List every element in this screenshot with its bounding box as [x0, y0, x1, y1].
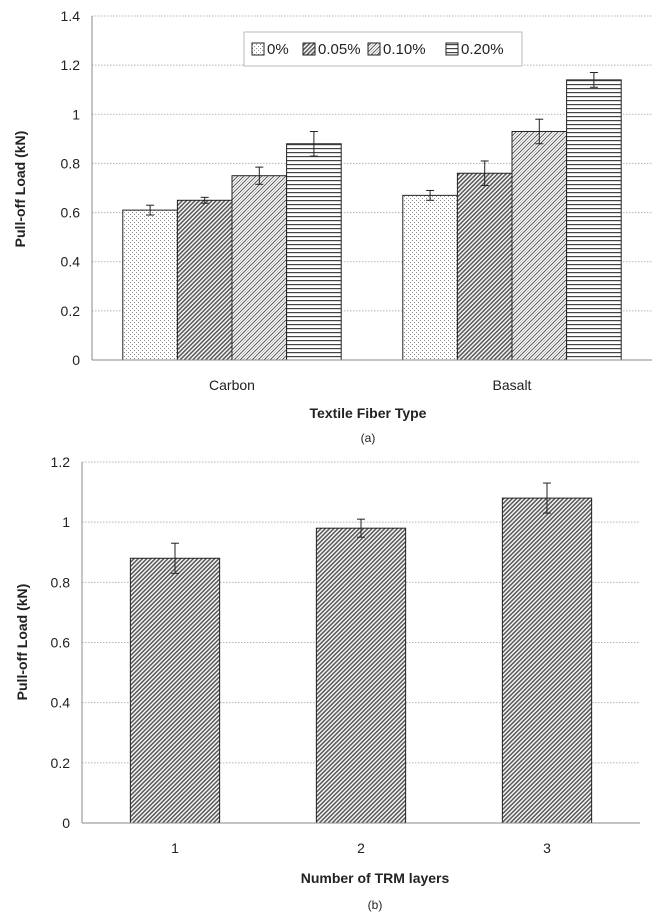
error-bar [589, 72, 598, 88]
y-tick-label: 0.8 [61, 155, 81, 171]
bar-2-series-0 [315, 527, 407, 824]
y-tick-label: 0 [62, 815, 70, 831]
x-tick-label: 2 [357, 840, 365, 856]
chart-a-x-tick-labels: Carbon Basalt [209, 377, 532, 393]
error-bar [357, 518, 365, 538]
chart-b-x-tick-labels: 1 2 3 [171, 840, 551, 856]
y-tick-label: 1.2 [51, 454, 71, 470]
legend-label: 0.10% [383, 41, 426, 58]
bar-carbon-series-1 [176, 199, 233, 361]
y-tick-label: 0.2 [51, 755, 71, 771]
legend-item: 0.10% [367, 41, 426, 58]
y-tick-label: 1.2 [61, 57, 81, 73]
x-tick-label: 3 [543, 840, 551, 856]
y-tick-label: 0.6 [61, 205, 81, 221]
error-bar [535, 118, 544, 145]
legend-swatch [302, 42, 316, 56]
bar-carbon-series-3 [286, 143, 342, 361]
chart-a-caption: (a) [361, 431, 376, 445]
legend-label: 0.05% [318, 41, 361, 58]
legend-item: 0.05% [302, 41, 361, 58]
chart-a-legend: 0% 0.05% 0.10% 0.20% [243, 31, 523, 67]
bar-basalt-series-0 [402, 194, 458, 361]
bar-basalt-series-2 [511, 130, 568, 361]
bar-carbon-series-2 [231, 175, 288, 361]
chart-a: 0 0.2 0.4 0.6 0.8 1 1.2 1.4 Carbon Basalt Pull-o… [12, 8, 652, 445]
chart-a-bars [122, 79, 622, 361]
chart-b-caption: (b) [368, 898, 383, 912]
y-tick-label: 1 [62, 514, 70, 530]
chart-a-error-bars [146, 72, 598, 216]
legend-label: 0.20% [461, 41, 504, 58]
error-bar [309, 130, 318, 157]
error-bar [200, 196, 209, 204]
legend-item: 0.20% [445, 41, 504, 58]
bar-basalt-series-1 [456, 172, 513, 361]
chart-b: 0 0.2 0.4 0.6 0.8 1 1.2 1 2 3 Pull-off Load (kN)… [14, 454, 640, 912]
bar-carbon-series-0 [122, 209, 178, 361]
error-bar [543, 482, 551, 514]
error-bar [480, 160, 489, 187]
y-tick-label: 0.4 [51, 695, 71, 711]
x-tick-label: Carbon [209, 377, 255, 393]
chart-b-error-bars [171, 482, 551, 574]
y-tick-label: 0 [72, 352, 80, 368]
chart-b-y-axis-title: Pull-off Load (kN) [14, 584, 30, 701]
y-tick-label: 0.8 [51, 574, 71, 590]
chart-b-bars [129, 497, 593, 824]
y-tick-label: 0.2 [61, 303, 81, 319]
bar-3-series-0 [501, 497, 593, 824]
x-tick-label: Basalt [493, 377, 532, 393]
legend-label: 0% [267, 41, 289, 58]
error-bar [426, 189, 435, 201]
bar-basalt-series-3 [566, 79, 622, 361]
legend-frame [243, 31, 523, 67]
legend-swatch [251, 42, 265, 56]
y-tick-label: 0.4 [61, 254, 81, 270]
error-bar [171, 542, 179, 574]
legend-item: 0% [251, 41, 289, 58]
x-tick-label: 1 [171, 840, 179, 856]
error-bar [255, 166, 264, 185]
y-tick-label: 1 [72, 106, 80, 122]
legend-swatch [445, 42, 459, 56]
chart-a-y-tick-labels: 0 0.2 0.4 0.6 0.8 1 1.2 1.4 [61, 8, 81, 368]
chart-b-y-tick-labels: 0 0.2 0.4 0.6 0.8 1 1.2 [51, 454, 71, 831]
chart-a-y-axis-title: Pull-off Load (kN) [12, 131, 28, 248]
legend-swatch [367, 42, 381, 56]
bar-1-series-0 [129, 557, 221, 824]
chart-b-x-axis-title: Number of TRM layers [301, 870, 450, 886]
chart-a-x-axis-title: Textile Fiber Type [310, 405, 427, 421]
error-bar [146, 204, 155, 216]
y-tick-label: 0.6 [51, 635, 71, 651]
y-tick-label: 1.4 [61, 8, 81, 24]
